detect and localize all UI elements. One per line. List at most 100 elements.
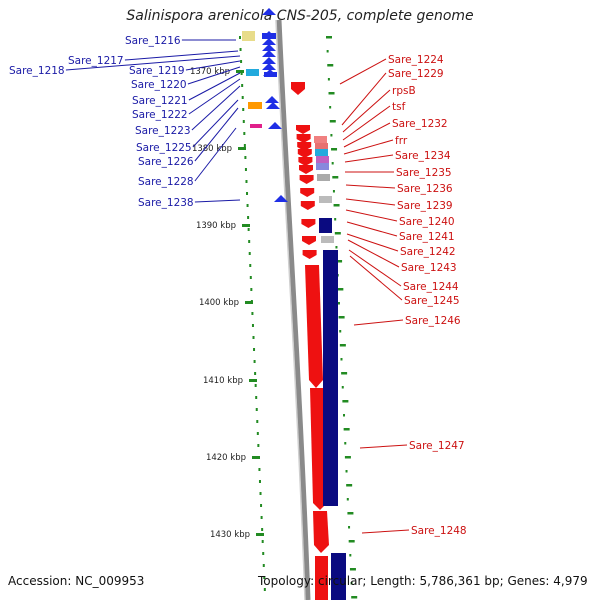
map-title: Salinispora arenicola CNS-205, complete … [126, 8, 474, 24]
right-leader-line [353, 319, 404, 326]
scale-dot [254, 372, 257, 375]
gene-arrow [298, 157, 313, 166]
scale-tick-right [347, 512, 354, 515]
scale-tick-right [346, 484, 353, 487]
left-leader-line [124, 50, 239, 61]
gene-arrow [299, 165, 313, 174]
left-gene-label: Sare_1222 [132, 109, 188, 121]
scale-dot [244, 168, 247, 171]
left-leader-line [65, 55, 241, 71]
scale-dot [242, 120, 245, 123]
scale-tick-right [342, 400, 349, 403]
scale-dot [253, 348, 256, 351]
scale-label: 1430 kbp [210, 530, 250, 540]
scale-dot [243, 132, 246, 135]
gene-arrow [305, 265, 323, 388]
gene-arrow [299, 175, 314, 184]
scale-dot [255, 396, 258, 399]
right-gene-label: Sare_1229 [388, 68, 444, 80]
left-gene-label: Sare_1218 [9, 65, 65, 77]
left-gene-label: Sare_1217 [68, 55, 124, 67]
scale-label: 1400 kbp [199, 298, 239, 308]
scale-dot [243, 144, 246, 147]
scale-tick-right [333, 204, 340, 207]
gene-arrow [262, 44, 276, 51]
left-leader-line [191, 85, 241, 131]
scale-dot [255, 408, 258, 411]
scale-dot [246, 204, 249, 207]
left-gene-label: Sare_1219 [129, 65, 185, 77]
scale-dot [253, 360, 256, 363]
scale-dot [261, 528, 264, 531]
gene-block [323, 250, 338, 506]
scale-major-tick [256, 533, 264, 536]
right-leader-line [348, 249, 402, 287]
feature-block [250, 124, 262, 128]
right-leader-line [346, 221, 398, 237]
scale-dot [252, 336, 255, 339]
genome-backbone-highlight [275, 19, 306, 600]
right-leader-line [339, 58, 387, 85]
scale-tick-right [337, 288, 344, 291]
scale-dot [241, 96, 244, 99]
left-leader-line [185, 60, 241, 71]
left-gene-label: Sare_1220 [131, 79, 187, 91]
gene-arrow [310, 388, 327, 510]
scale-dot [263, 576, 266, 579]
feature-block [242, 31, 255, 41]
right-gene-label: Sare_1239 [397, 200, 453, 212]
scale-dot [258, 480, 261, 483]
right-gene-label: Sare_1242 [400, 246, 456, 258]
right-gene-label: rpsB [392, 85, 416, 97]
scale-tick-right [334, 232, 341, 235]
scale-dot [248, 240, 251, 243]
right-gene-label: Sare_1245 [404, 295, 460, 307]
left-gene-label: Sare_1216 [125, 35, 181, 47]
scale-tick-right [349, 554, 352, 557]
right-leader-line [347, 239, 400, 268]
left-leader-line [188, 72, 241, 101]
right-gene-label: Sare_1234 [395, 150, 451, 162]
scale-major-tick [236, 70, 244, 73]
scale-major-tick [242, 224, 250, 227]
scale-tick-right [329, 106, 332, 109]
right-gene-label: Sare_1244 [403, 281, 459, 293]
scale-tick-right [337, 302, 340, 305]
scale-dot [239, 36, 241, 39]
scale-tick-right [346, 498, 349, 501]
gene-arrow [268, 122, 282, 129]
scale-tick-right [327, 64, 334, 67]
right-gene-label: Sare_1246 [405, 315, 461, 327]
scale-tick-right [338, 316, 345, 319]
gene-block [331, 553, 346, 600]
right-leader-line [349, 255, 403, 301]
scale-dot [246, 192, 249, 195]
scale-tick-right [341, 372, 348, 375]
gene-arrow [296, 134, 311, 143]
gene-arrow [297, 149, 312, 158]
right-leader-line [343, 139, 394, 155]
gene-arrow [274, 195, 288, 202]
scale-tick-right [326, 36, 332, 39]
scale-dot [241, 84, 244, 87]
scale-dot [244, 156, 247, 159]
scale-dot [261, 540, 264, 543]
scale-tick-right [331, 162, 334, 165]
feature-block [248, 102, 262, 109]
scale-major-tick [245, 301, 253, 304]
right-leader-line [345, 209, 398, 222]
right-leader-line [342, 105, 391, 141]
gene-arrow [315, 556, 328, 600]
left-leader-line [192, 99, 239, 148]
scale-major-tick [249, 379, 257, 382]
scale-tick-right [326, 50, 329, 53]
scale-dot [256, 432, 259, 435]
right-leader-line [361, 529, 410, 534]
scale-dot [256, 420, 259, 423]
right-leader-line [342, 89, 391, 133]
scale-label: 1390 kbp [196, 221, 236, 231]
scale-dot [251, 324, 254, 327]
gene-arrow [262, 50, 276, 57]
genome-backbone [276, 19, 311, 600]
